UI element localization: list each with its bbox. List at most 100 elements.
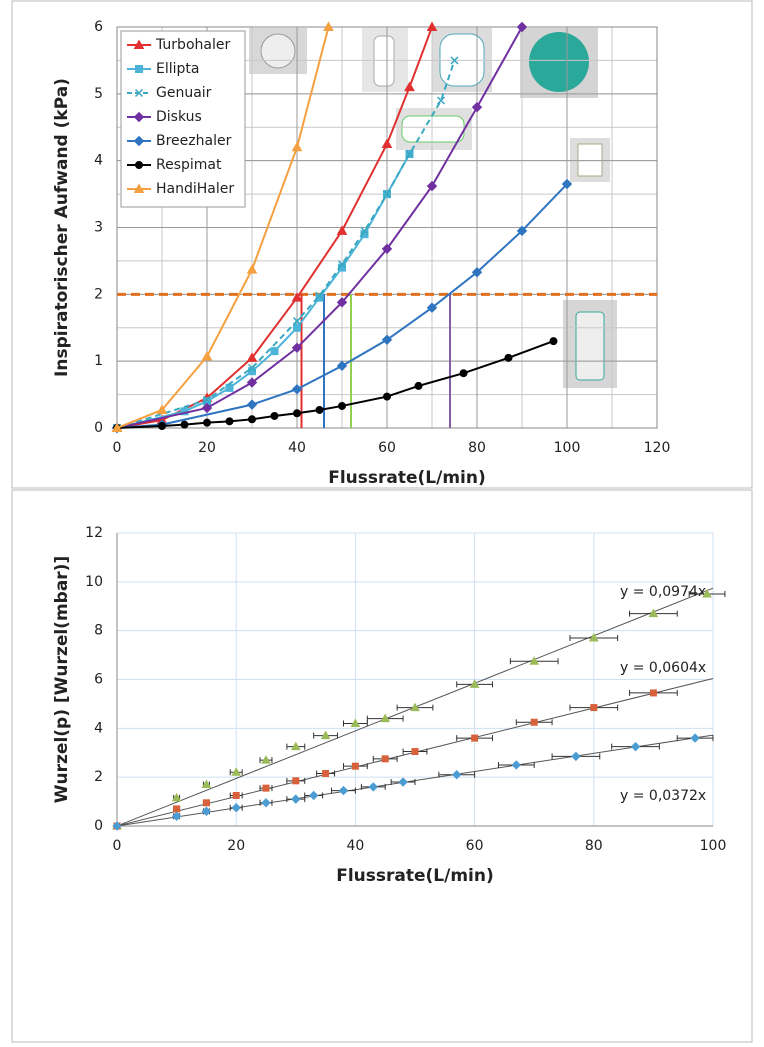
marker — [381, 243, 393, 255]
y-tick-label: 3 — [94, 220, 103, 236]
marker — [293, 323, 301, 332]
legend-marker — [133, 39, 145, 49]
marker — [469, 679, 480, 688]
marker — [426, 180, 438, 192]
y-tick-label: 12 — [85, 525, 103, 541]
marker — [588, 632, 599, 642]
marker — [246, 264, 258, 274]
y-tick-label: 8 — [94, 623, 103, 639]
marker — [246, 352, 258, 362]
marker — [382, 190, 392, 199]
marker — [504, 353, 513, 362]
marker — [338, 785, 349, 796]
marker — [649, 689, 657, 697]
marker — [452, 770, 462, 780]
photo-shape — [373, 35, 395, 87]
legend-label: Breezhaler — [156, 133, 232, 149]
marker — [322, 770, 330, 778]
legend-label: Genuair — [156, 85, 212, 101]
y-tick-label: 10 — [85, 574, 103, 590]
marker — [351, 762, 359, 770]
marker — [381, 138, 393, 148]
marker — [436, 96, 446, 105]
marker — [410, 702, 420, 712]
y-tick-label: 5 — [94, 86, 103, 102]
y-tick-label: 2 — [94, 286, 103, 302]
marker — [471, 101, 483, 113]
plot-border — [116, 26, 658, 429]
marker — [529, 656, 540, 665]
marker — [248, 415, 256, 424]
marker — [291, 794, 301, 804]
x-tick-label: 60 — [378, 440, 396, 456]
legend-label: Ellipta — [156, 61, 199, 77]
marker — [336, 225, 348, 235]
legend-label: HandiHaler — [156, 181, 234, 197]
x-tick-label: 0 — [113, 838, 122, 854]
x-tick-label: 100 — [554, 440, 581, 456]
marker — [231, 767, 242, 776]
marker — [270, 411, 279, 420]
marker — [291, 342, 303, 354]
y-tick-label: 4 — [94, 720, 103, 736]
marker — [426, 21, 438, 31]
x-tick-label: 120 — [644, 440, 671, 456]
marker — [450, 56, 459, 65]
marker — [201, 350, 213, 361]
marker — [404, 81, 415, 92]
marker — [292, 777, 300, 785]
marker — [180, 420, 189, 429]
series-line — [116, 183, 568, 429]
marker — [201, 402, 213, 414]
marker — [561, 178, 573, 190]
marker — [158, 421, 166, 430]
marker — [336, 360, 348, 372]
x-tick-label: 40 — [346, 838, 364, 854]
marker — [381, 334, 393, 345]
marker — [411, 748, 419, 756]
marker — [156, 404, 168, 414]
marker — [350, 718, 361, 727]
marker — [315, 293, 324, 302]
marker — [225, 417, 234, 426]
trend-label: y = 0,0974x — [620, 584, 706, 600]
marker — [291, 384, 303, 395]
marker — [315, 405, 324, 414]
y-tick-label: 2 — [94, 769, 103, 785]
marker — [246, 377, 258, 388]
x-tick-label: 80 — [585, 838, 603, 854]
marker — [549, 337, 558, 346]
marker — [171, 811, 182, 821]
marker — [360, 226, 369, 235]
marker — [398, 777, 408, 787]
series-line — [116, 26, 330, 429]
marker — [336, 297, 348, 308]
marker — [202, 799, 210, 807]
panel-border — [11, 489, 753, 1043]
marker — [247, 363, 257, 372]
marker — [292, 317, 302, 326]
marker — [225, 383, 234, 392]
x-tick-label: 80 — [468, 440, 486, 456]
x-tick-label: 20 — [198, 440, 216, 456]
trend-label: y = 0,0372x — [620, 788, 706, 804]
legend-marker — [134, 88, 144, 98]
marker — [320, 730, 331, 740]
marker — [630, 741, 641, 752]
marker — [648, 608, 659, 618]
marker — [261, 755, 271, 764]
legend-marker — [133, 111, 145, 123]
marker — [471, 734, 479, 742]
photo-shape — [577, 143, 603, 177]
y-tick-label: 0 — [94, 420, 103, 436]
legend-label: Respimat — [156, 157, 222, 173]
marker — [291, 141, 303, 152]
marker — [270, 347, 279, 356]
marker — [291, 292, 303, 302]
marker — [459, 369, 468, 378]
legend-marker — [133, 135, 145, 147]
y-tick-label: 4 — [94, 153, 103, 169]
marker — [690, 733, 700, 743]
marker — [201, 779, 212, 788]
